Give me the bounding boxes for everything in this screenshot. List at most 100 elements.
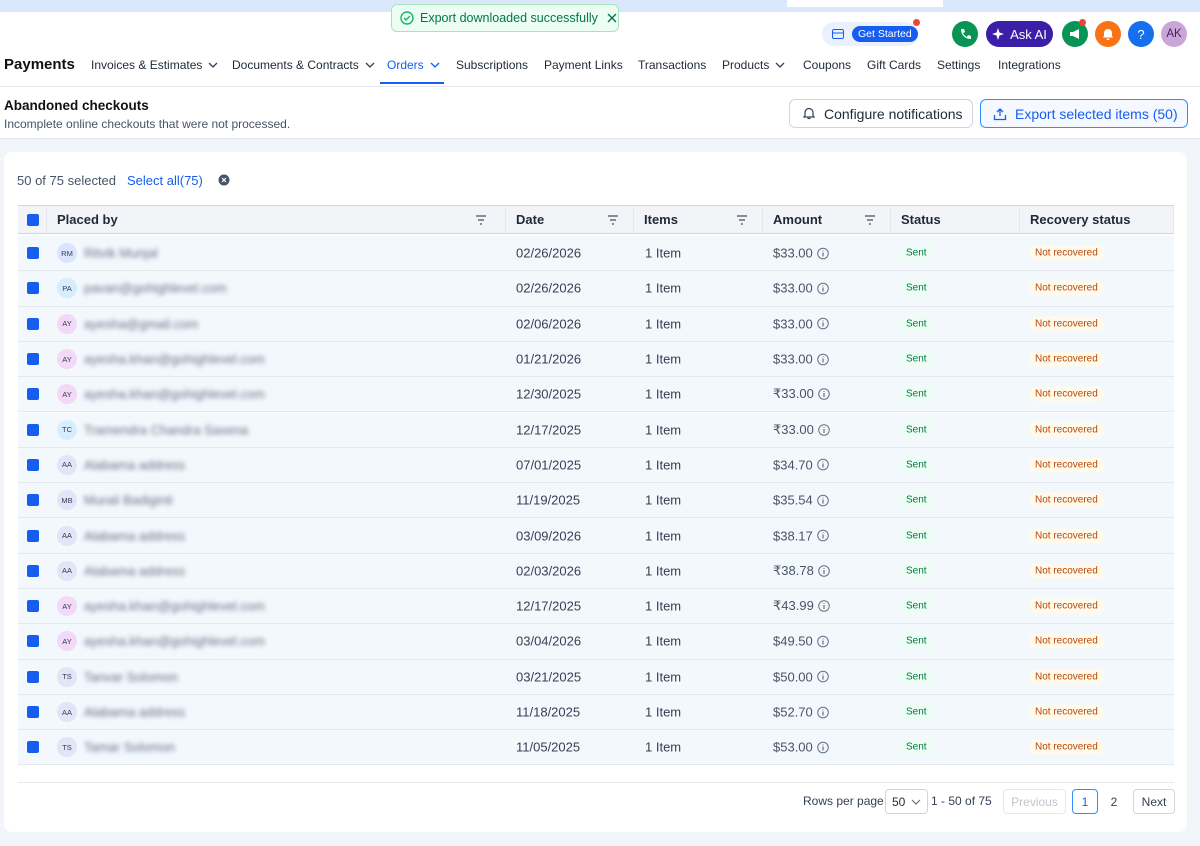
nav-tab[interactable]: Subscriptions [456,58,528,72]
table-row: AA Alabama address 03/09/2026 1 Item $38.17 S… [18,518,1174,554]
row-checkbox[interactable] [27,564,39,577]
row-checkbox[interactable] [27,706,39,719]
select-all-link[interactable]: Select all(75) [127,173,203,188]
row-checkbox[interactable] [27,388,39,401]
info-circle [816,353,829,365]
row-checkbox[interactable] [27,494,39,507]
nav-tab[interactable]: Payment Links [544,58,623,72]
row-checkbox[interactable] [27,423,39,436]
nav-tab[interactable]: Integrations [998,58,1061,72]
filter-icon[interactable] [475,214,487,225]
customer-name: ayesha.khan@gohighlevel.com [84,598,265,614]
avatar[interactable]: AK [1161,21,1187,47]
row-checkbox[interactable] [27,741,39,754]
header-checkbox[interactable] [27,213,39,226]
toast-text: Export downloaded successfully [420,11,598,25]
amount-text: ₹43.99 [773,598,814,614]
page-button[interactable]: 1 [1072,789,1098,814]
nav-tab[interactable]: Coupons [803,58,851,72]
page-size-select[interactable]: 50 [885,789,928,814]
previous-button[interactable]: Previous [1003,789,1066,814]
recovery-badge: Not recovered [1029,280,1104,296]
nav-tab[interactable]: Orders [387,58,440,72]
avatar: AA [57,702,77,723]
row-checkbox[interactable] [27,247,39,260]
notifications-button[interactable] [1095,21,1121,47]
status-badge: Sent [900,316,933,332]
nav-tab-text: Coupons [803,58,852,72]
nav-tab-text: Orders [387,58,424,72]
customer-name: Ritvik Munjal [84,245,158,261]
column-header: Recovery status [1020,205,1174,234]
help-button[interactable]: ? [1128,21,1154,47]
toast: Export downloaded successfully [391,4,619,32]
info-circle [818,600,830,612]
filter-icon[interactable] [736,214,748,225]
info-icon [816,317,829,330]
nav-tab-text: Transactions [638,58,707,72]
bell-icon [1103,29,1113,40]
ask-ai-button[interactable]: Ask AI [986,21,1053,47]
row-checkbox[interactable] [27,600,39,613]
nav-tab[interactable]: Gift Cards [867,58,921,72]
amount: $50.00 [773,669,829,684]
close-icon[interactable] [606,12,618,24]
avatar: AY [57,596,77,617]
filter-icon[interactable] [607,214,619,225]
recovery-badge: Not recovered [1029,739,1104,755]
page-button[interactable]: 2 [1110,794,1118,809]
configure-button[interactable]: Configure notifications [789,99,973,128]
phone-button[interactable] [952,21,978,47]
check-icon [400,11,414,25]
nav-tab-text: Payment Links [544,58,623,72]
filter-icon[interactable] [864,214,876,225]
avatar: AY [57,349,77,370]
recovery-badge: Not recovered [1029,633,1104,649]
customer-name: Murali Badiginti [84,492,173,508]
customer-name: ayesha.khan@gohighlevel.com [84,351,265,367]
customer-name: ayesha.khan@gohighlevel.com [84,386,265,402]
info-icon [818,423,830,436]
export-button[interactable]: Export selected items (50) [980,99,1188,128]
info-circle [816,706,829,718]
row-checkbox[interactable] [27,317,39,330]
amount-text: $49.50 [773,633,813,649]
nav-tab[interactable]: Invoices & Estimates [91,58,218,72]
status-badge: Sent [900,598,933,614]
nav-tab[interactable]: Documents & Contracts [232,58,375,72]
nav-tab[interactable]: Settings [937,58,980,72]
next-button[interactable]: Next [1133,789,1175,814]
recovery-badge: Not recovered [1029,704,1104,720]
amount: $53.00 [773,740,829,755]
nav-tab[interactable]: Products [722,58,785,72]
row-checkbox[interactable] [27,529,39,542]
avatar: AY [57,631,77,652]
page-title: Abandoned checkouts [4,98,149,113]
column-title: Placed by [57,212,118,227]
info-circle [816,635,829,648]
range-text: 1 - 50 of 75 [931,794,992,808]
avatar: RM [57,243,77,264]
row-checkbox[interactable] [27,635,39,648]
amount: $33.00 [773,352,829,367]
column-header: Status [891,205,1020,234]
get-started[interactable]: Get Started [822,22,918,46]
row-checkbox[interactable] [27,353,39,366]
info-circle [818,388,830,401]
amount-text: $33.00 [773,316,813,332]
amount-text: ₹33.00 [773,386,814,402]
amount: ₹43.99 [773,598,830,614]
items: 1 Item [645,528,682,544]
amount-text: $33.00 [773,245,813,261]
nav-tab[interactable]: Transactions [638,58,706,72]
date: 02/03/2026 [516,563,582,579]
table-row: AY ayesha@gmail.com 02/06/2026 1 Item $33.00… [18,306,1174,342]
items: 1 Item [645,669,682,685]
customer-name: ayesha.khan@gohighlevel.com [84,633,265,649]
row-checkbox[interactable] [27,458,39,471]
clear-selection[interactable] [218,174,230,186]
row-checkbox[interactable] [27,670,39,683]
column-title: Amount [773,212,823,227]
row-checkbox[interactable] [27,282,39,295]
info-icon [816,635,829,648]
